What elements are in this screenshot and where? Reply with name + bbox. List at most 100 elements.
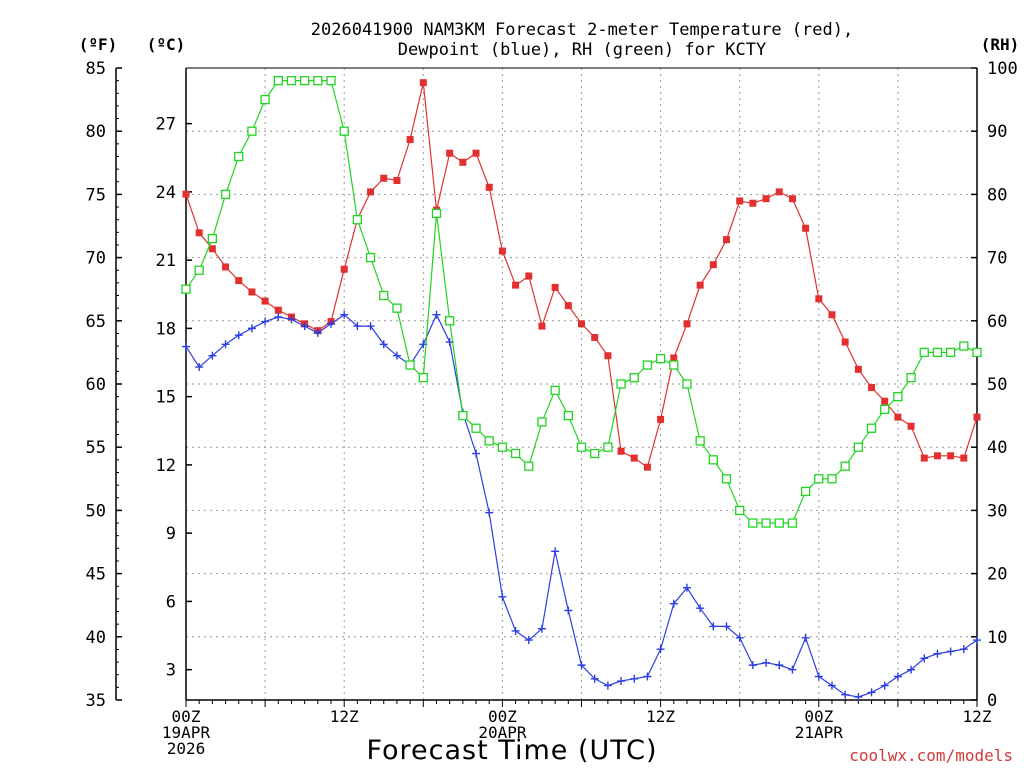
data-point: [392, 351, 401, 360]
celsius-tick-label: 6: [166, 592, 176, 612]
data-point: [208, 351, 217, 360]
data-point: [578, 320, 585, 328]
data-point: [880, 404, 890, 414]
data-point: [393, 176, 401, 184]
data-point: [695, 436, 705, 446]
data-point: [946, 647, 955, 656]
data-point: [576, 442, 587, 452]
data-point: [472, 449, 481, 458]
data-point: [485, 508, 494, 517]
data-point: [247, 324, 256, 333]
data-point: [366, 322, 375, 331]
data-point: [761, 518, 771, 528]
series-2-meter-temperature: [182, 79, 981, 471]
data-point: [563, 410, 573, 421]
data-point: [564, 302, 572, 310]
data-point: [458, 410, 468, 421]
rh-tick-label: 30: [987, 501, 1007, 521]
x-tick-label: 00Z: [172, 707, 201, 726]
data-point: [603, 681, 612, 690]
data-point: [670, 354, 678, 362]
data-point: [748, 661, 757, 670]
data-point: [234, 151, 244, 162]
data-point: [432, 310, 441, 319]
data-point: [431, 208, 442, 219]
chart-title-line-1: 2026041900 NAM3KM Forecast 2-meter Tempe…: [311, 20, 853, 40]
data-point: [721, 474, 732, 484]
data-point: [682, 379, 692, 389]
data-point: [353, 322, 362, 331]
data-point: [947, 452, 955, 460]
data-point: [222, 263, 230, 271]
data-point: [657, 415, 665, 423]
data-point: [445, 316, 455, 326]
data-point: [392, 303, 402, 313]
data-point: [735, 633, 744, 642]
data-point: [590, 674, 599, 683]
data-point: [459, 158, 467, 166]
series-layer: [181, 75, 982, 701]
data-point: [590, 448, 600, 459]
data-point: [788, 195, 796, 203]
data-point: [656, 645, 665, 654]
chart-title-line-2: Dewpoint (blue), RH (green) for KCTY: [398, 40, 766, 60]
data-point: [352, 215, 363, 225]
celsius-tick-label: 27: [156, 115, 176, 135]
rh-tick-label: 60: [987, 312, 1007, 332]
rh-axis-unit: (RH): [981, 35, 1020, 54]
data-point: [577, 661, 586, 670]
data-point: [814, 474, 824, 484]
fahrenheit-tick-label: 70: [86, 249, 106, 269]
data-point: [498, 247, 506, 255]
data-point: [669, 599, 678, 608]
data-point: [722, 622, 731, 631]
celsius-tick-label: 24: [156, 183, 176, 203]
rh-tick-label: 0: [987, 691, 997, 711]
data-point: [880, 681, 889, 690]
celsius-tick-label: 18: [156, 319, 176, 339]
x-axis-label: Forecast Time (UTC): [366, 735, 657, 766]
celsius-tick-label: 3: [166, 661, 176, 681]
data-point: [802, 224, 810, 232]
data-point: [960, 454, 968, 462]
data-point: [340, 310, 349, 319]
data-point: [933, 452, 941, 460]
data-point: [630, 454, 638, 462]
data-point: [748, 518, 758, 528]
data-point: [629, 373, 639, 383]
data-point: [261, 297, 269, 305]
data-point: [498, 592, 507, 601]
data-point: [775, 661, 784, 670]
data-point: [497, 442, 508, 452]
data-point: [405, 360, 415, 370]
data-point: [313, 328, 322, 337]
fahrenheit-tick-label: 75: [86, 185, 106, 205]
data-point: [709, 622, 718, 631]
data-point: [182, 190, 190, 198]
data-point: [762, 658, 771, 667]
data-point: [827, 474, 837, 484]
data-point: [709, 261, 717, 269]
data-point: [524, 636, 533, 645]
x-tick-label: 12Z: [330, 707, 359, 726]
data-point: [841, 338, 849, 346]
data-point: [893, 391, 903, 402]
data-point: [471, 423, 481, 433]
data-point: [866, 423, 877, 433]
data-point: [418, 373, 428, 383]
x-tick-label: 2026: [167, 739, 206, 758]
series-dewpoint: [182, 310, 981, 701]
data-point: [853, 442, 863, 452]
data-point: [708, 455, 718, 465]
data-point: [932, 347, 943, 358]
celsius-tick-label: 9: [166, 524, 176, 544]
celsius-tick-label: 15: [156, 388, 176, 408]
data-point: [604, 352, 612, 360]
data-point: [881, 397, 889, 405]
data-point: [538, 322, 546, 330]
data-point: [749, 199, 757, 207]
data-point: [973, 636, 981, 645]
data-point: [379, 340, 388, 349]
data-point: [537, 417, 547, 427]
data-point: [762, 195, 770, 203]
